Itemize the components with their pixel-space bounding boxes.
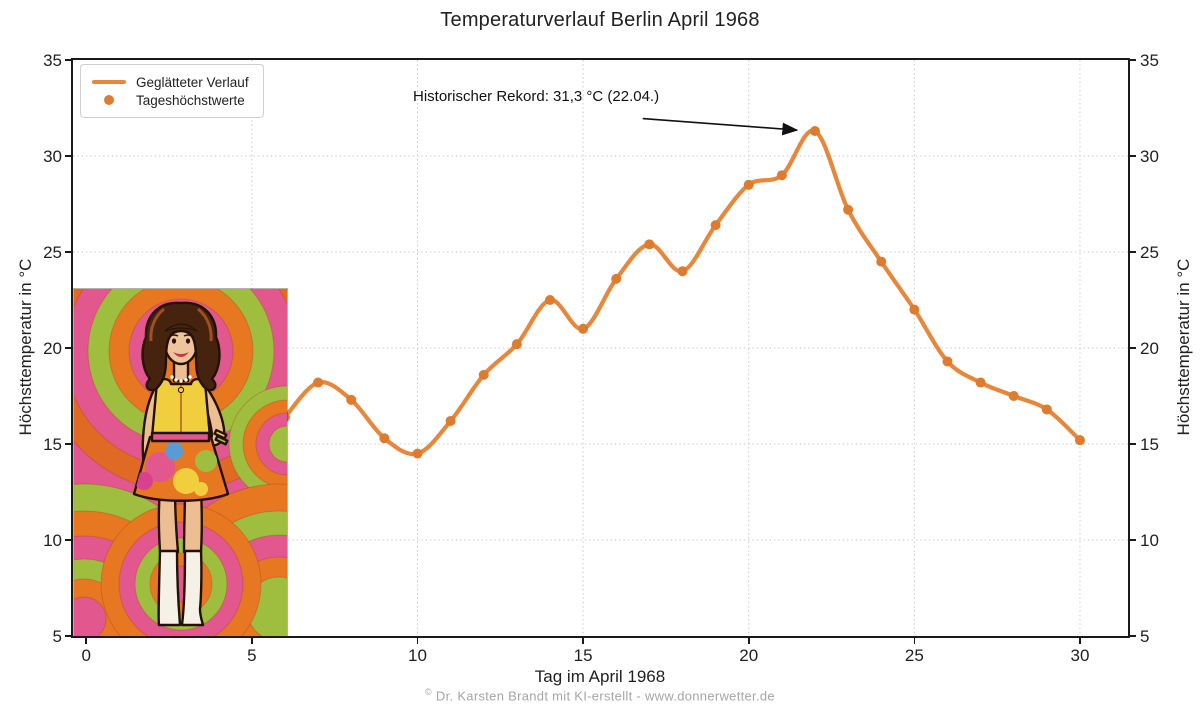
chart-title: Temperaturverlauf Berlin April 1968 <box>440 9 760 31</box>
daily-max-marker <box>644 239 655 250</box>
temperature-curve-layer <box>279 126 1085 459</box>
dot-swatch-icon <box>104 95 114 105</box>
legend: Geglätteter Verlauf Tageshöchstwerte <box>80 64 264 118</box>
y-tick-mark-right <box>1130 539 1136 541</box>
psychedelic-woman-illustration <box>73 288 288 637</box>
y-tick-mark-left <box>65 155 71 157</box>
y-tick-label-left: 10 <box>43 530 62 550</box>
x-tick-label: 15 <box>573 646 593 665</box>
daily-max-marker <box>677 266 688 277</box>
y-axis-label-left: Höchsttemperatur in °C <box>16 258 35 436</box>
x-tick-mark <box>251 638 253 644</box>
x-tick-mark <box>913 638 916 644</box>
daily-max-marker <box>876 256 887 267</box>
y-tick-label-left: 25 <box>43 242 62 262</box>
daily-max-marker <box>611 273 622 284</box>
woman-figure <box>132 301 230 627</box>
y-tick-mark-left <box>65 59 71 61</box>
annotation-arrow <box>642 117 799 136</box>
y-tick-label-left: 15 <box>43 434 62 454</box>
daily-max-marker <box>511 339 522 350</box>
y-tick-label-right: 25 <box>1140 242 1159 262</box>
smoothed-temperature-line <box>282 128 1083 457</box>
daily-max-marker <box>909 304 920 315</box>
copyright-symbol: © <box>425 687 432 697</box>
face-details <box>149 307 213 394</box>
x-tick-label: 5 <box>247 646 257 665</box>
x-tick-mark <box>416 638 419 644</box>
y-tick-label-right: 15 <box>1140 434 1159 454</box>
daily-max-marker <box>843 204 854 215</box>
y-tick-label-right: 20 <box>1140 338 1159 358</box>
footer-credit-text: Dr. Karsten Brandt mit KI-erstellt - www… <box>435 688 775 704</box>
daily-max-marker <box>1041 404 1052 415</box>
y-tick-mark-left <box>65 347 71 349</box>
y-tick-label-right: 10 <box>1140 530 1159 550</box>
daily-max-marker <box>1074 435 1085 446</box>
x-tick-mark <box>85 638 88 644</box>
x-tick-label: 0 <box>81 646 91 665</box>
daily-max-marker <box>710 220 721 231</box>
daily-max-marker <box>346 394 357 405</box>
legend-label-daily-max: Tageshöchstwerte <box>136 92 245 108</box>
daily-max-marker <box>544 295 555 305</box>
y-tick-mark-right <box>1130 251 1136 253</box>
daily-max-marker <box>809 126 820 137</box>
y-tick-label-left: 35 <box>43 50 62 70</box>
plot-canvas <box>73 60 1128 636</box>
legend-item-daily-max: Tageshöchstwerte <box>92 91 249 109</box>
footer-credit: © Dr. Karsten Brandt mit KI-erstellt - w… <box>0 687 1200 703</box>
y-tick-mark-right <box>1130 59 1136 61</box>
grid-layer <box>73 60 1128 636</box>
daily-max-marker <box>1008 391 1019 401</box>
x-tick-mark <box>1079 638 1081 644</box>
daily-max-marker <box>379 433 390 444</box>
y-tick-label-right: 5 <box>1140 626 1150 646</box>
y-tick-mark-right <box>1130 443 1136 445</box>
legend-item-smoothed-line: Geglätteter Verlauf <box>92 73 249 91</box>
daily-max-marker <box>743 179 754 190</box>
y-tick-label-left: 5 <box>52 626 62 646</box>
y-tick-label-right: 30 <box>1140 146 1159 166</box>
y-tick-mark-left <box>65 635 71 637</box>
line-swatch-icon <box>92 79 126 85</box>
daily-max-marker <box>776 170 787 181</box>
daily-max-marker <box>412 448 423 459</box>
y-axis-label-right: Höchsttemperatur in °C <box>1174 258 1193 436</box>
x-tick-label: 20 <box>739 646 759 665</box>
y-tick-label-left: 30 <box>43 146 62 166</box>
y-tick-mark-left <box>65 443 71 445</box>
x-tick-label: 30 <box>1070 646 1090 665</box>
legend-label-smoothed: Geglätteter Verlauf <box>136 74 249 90</box>
y-tick-label-left: 20 <box>43 338 62 358</box>
x-tick-label: 10 <box>408 646 427 665</box>
y-tick-mark-right <box>1130 635 1136 637</box>
y-tick-mark-left <box>65 251 71 253</box>
y-tick-mark-right <box>1130 347 1136 349</box>
record-annotation-text: Historischer Rekord: 31,3 °C (22.04.) <box>413 88 660 105</box>
daily-max-marker <box>975 377 986 388</box>
y-tick-mark-left <box>65 539 71 541</box>
daily-max-marker <box>578 323 589 334</box>
daily-max-marker <box>445 415 456 426</box>
x-tick-label: 25 <box>904 646 924 665</box>
swirl-mid-right <box>228 385 287 503</box>
y-tick-mark-right <box>1130 155 1136 157</box>
x-axis-label: Tag im April 1968 <box>534 667 666 686</box>
x-tick-mark <box>747 638 750 644</box>
psychedelic-woman-svg <box>74 289 287 636</box>
daily-max-marker <box>478 369 489 380</box>
y-tick-label-right: 35 <box>1140 50 1159 70</box>
daily-max-marker <box>942 356 953 367</box>
daily-max-marker <box>313 377 324 388</box>
x-tick-mark <box>582 638 584 644</box>
